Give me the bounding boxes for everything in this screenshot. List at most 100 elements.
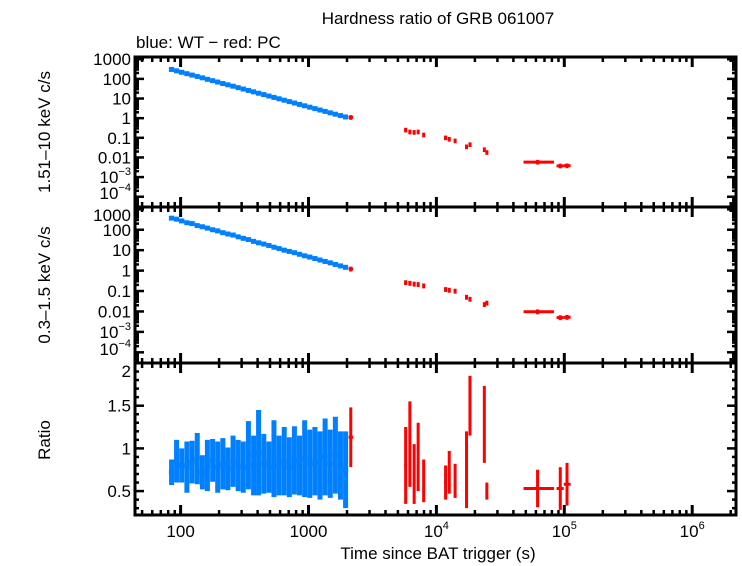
data-point: [271, 420, 277, 498]
data-point: [225, 82, 231, 88]
data-point: [307, 429, 313, 498]
data-point: [523, 469, 554, 508]
data-point: [250, 238, 257, 244]
data-point: [276, 435, 282, 496]
data-point: [240, 441, 246, 493]
data-point: [174, 216, 180, 222]
data-point: [215, 441, 221, 493]
data-point: [168, 215, 175, 221]
data-point: [281, 247, 287, 253]
data-point: [204, 76, 211, 82]
data-point: [281, 97, 287, 103]
data-point: [240, 86, 246, 92]
data-point: [416, 422, 420, 492]
data-point: [194, 223, 200, 229]
data-point: [189, 72, 195, 78]
series-WT: [168, 215, 349, 270]
data-point: [416, 129, 420, 135]
x-axis-label: Time since BAT trigger (s): [340, 544, 535, 563]
y-tick-label: 1: [122, 109, 131, 128]
data-point: [523, 159, 554, 165]
data-point: [230, 435, 236, 487]
data-point: [408, 401, 412, 487]
data-point: [312, 427, 318, 496]
data-point: [348, 115, 354, 120]
y-tick-label: 10: [112, 241, 131, 260]
data-point: [312, 106, 318, 112]
y-axis-label-ratio: Ratio: [35, 420, 54, 460]
y-tick-label: 0.5: [107, 482, 131, 501]
data-point: [220, 438, 226, 490]
data-point: [444, 287, 448, 292]
data-point: [343, 264, 349, 270]
data-point: [291, 100, 298, 106]
x-tick-label: 100: [166, 522, 194, 541]
data-point: [482, 147, 486, 153]
data-point: [343, 114, 349, 120]
data-point: [447, 450, 451, 494]
data-point: [199, 224, 205, 230]
y-tick-label: 10−3: [100, 321, 131, 342]
data-point: [286, 248, 292, 254]
data-point: [327, 260, 333, 266]
data-point: [337, 431, 344, 500]
data-point: [210, 439, 216, 482]
data-point: [563, 163, 571, 169]
chart-title: Hardness ratio of GRB 061007: [322, 9, 554, 28]
data-point: [178, 69, 185, 75]
data-point: [210, 78, 216, 84]
data-point: [322, 108, 328, 114]
data-point: [184, 71, 190, 77]
data-point: [204, 439, 211, 492]
data-point: [168, 459, 175, 486]
data-point: [194, 433, 200, 485]
data-point: [266, 242, 272, 248]
series-PC: [348, 375, 571, 510]
panel-soft: [133, 205, 738, 365]
data-point: [307, 104, 313, 110]
data-point: [444, 135, 448, 141]
data-point: [412, 130, 416, 135]
data-point: [453, 463, 457, 498]
data-point: [240, 235, 246, 241]
data-point: [317, 431, 323, 500]
data-point: [408, 129, 412, 135]
data-point: [465, 294, 469, 300]
data-point: [225, 231, 231, 237]
data-point: [220, 230, 226, 236]
data-point: [235, 234, 241, 240]
data-point: [412, 281, 416, 287]
data-point: [225, 447, 231, 491]
data-point: [174, 68, 180, 74]
data-point: [276, 96, 282, 102]
data-point: [485, 300, 489, 306]
data-point: [302, 253, 308, 259]
data-point: [404, 280, 408, 286]
data-point: [332, 111, 338, 117]
data-point: [556, 315, 564, 321]
data-point: [271, 94, 277, 100]
data-point: [189, 221, 195, 227]
data-point: [485, 150, 489, 155]
y-tick-label: 0.01: [98, 148, 131, 167]
data-point: [422, 132, 426, 138]
data-point: [465, 144, 469, 150]
y-tick-label: 0.1: [107, 282, 131, 301]
data-point: [556, 163, 564, 169]
data-point: [168, 66, 175, 72]
data-point: [422, 459, 426, 503]
data-point: [307, 254, 313, 260]
series-PC: [348, 266, 571, 321]
series-WT: [168, 409, 349, 509]
data-point: [250, 435, 257, 496]
y-tick-label: 1000: [93, 50, 131, 69]
data-point: [317, 107, 323, 113]
panel-hard: [133, 55, 738, 209]
data-point: [210, 227, 216, 233]
y-axis-label-soft: 0.3–1.5 keV c/s: [35, 226, 54, 343]
data-point: [199, 455, 205, 490]
y-tick-label: 10−3: [100, 166, 131, 187]
data-point: [468, 296, 472, 302]
y-tick-label: 2: [122, 362, 131, 381]
data-point: [337, 263, 344, 269]
